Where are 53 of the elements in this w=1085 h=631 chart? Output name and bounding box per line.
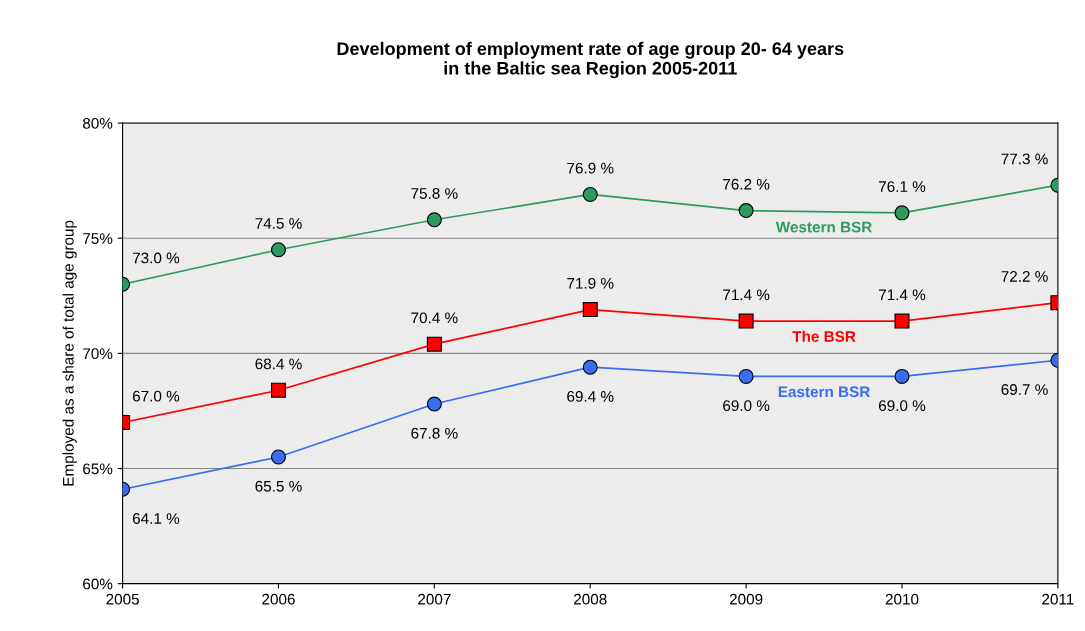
- point: [582, 302, 598, 318]
- data-label: 71.9 %: [567, 277, 614, 289]
- point: [270, 242, 286, 258]
- point: [582, 359, 598, 375]
- y-tick-label: 70%: [83, 348, 113, 360]
- point: [738, 368, 754, 384]
- point: [426, 396, 442, 412]
- y-axis-title: Employed as a share of total age group: [62, 220, 77, 486]
- point: [426, 336, 442, 352]
- point: [894, 205, 910, 221]
- data-label: 69.7 %: [1001, 384, 1048, 395]
- data-label: 69.0 %: [723, 400, 770, 412]
- data-label: 77.3 %: [1001, 153, 1048, 165]
- data-label: 76.1 %: [879, 181, 926, 192]
- x-tick-label: 2010: [885, 593, 919, 605]
- x-tick-label: 2008: [574, 593, 607, 605]
- point: [894, 313, 910, 329]
- data-label: 69.0 %: [878, 400, 926, 412]
- point: [270, 449, 286, 465]
- data-label: 65.5 %: [255, 480, 302, 492]
- data-label: 67.0 %: [132, 390, 180, 402]
- data-label: 75.8 %: [411, 188, 458, 199]
- point: [270, 382, 286, 398]
- data-label: 67.8 %: [411, 427, 458, 439]
- data-label: 69.4 %: [567, 391, 614, 402]
- y-tick-label: 80%: [82, 117, 113, 129]
- x-tick-label: 2009: [729, 593, 763, 605]
- data-label: 71.4 %: [879, 289, 926, 301]
- series-label: The BSR: [792, 330, 856, 342]
- data-label: 71.4 %: [723, 289, 770, 301]
- x-tick-label: 2011: [1042, 593, 1074, 605]
- point: [894, 368, 910, 384]
- point: [738, 203, 754, 219]
- point: [738, 313, 754, 329]
- x-tick-label: 2006: [262, 593, 295, 605]
- data-label: 74.5 %: [255, 218, 302, 229]
- data-label: 68.4 %: [255, 358, 302, 370]
- y-tick-label: 65%: [83, 463, 113, 475]
- data-label: 76.9 %: [567, 162, 614, 174]
- x-tick-label: 2007: [418, 593, 451, 605]
- point: [582, 186, 598, 202]
- y-tick-label: 60%: [83, 578, 113, 590]
- data-label: 72.2 %: [1001, 270, 1048, 282]
- data-label: 64.1 %: [132, 513, 180, 524]
- chart-title: Development of employment rate of age group 20- 64 years in the Baltic sea Region 2005-2011: [337, 41, 844, 79]
- point: [426, 212, 442, 228]
- data-label: 70.4 %: [411, 312, 458, 324]
- y-tick-label: 75%: [83, 233, 113, 244]
- x-tick-label: 2005: [106, 593, 139, 605]
- series-label: Eastern BSR: [778, 386, 871, 398]
- data-label: 73.0 %: [132, 252, 180, 264]
- series-label: Western BSR: [775, 221, 872, 233]
- data-label: 76.2 %: [723, 178, 770, 190]
